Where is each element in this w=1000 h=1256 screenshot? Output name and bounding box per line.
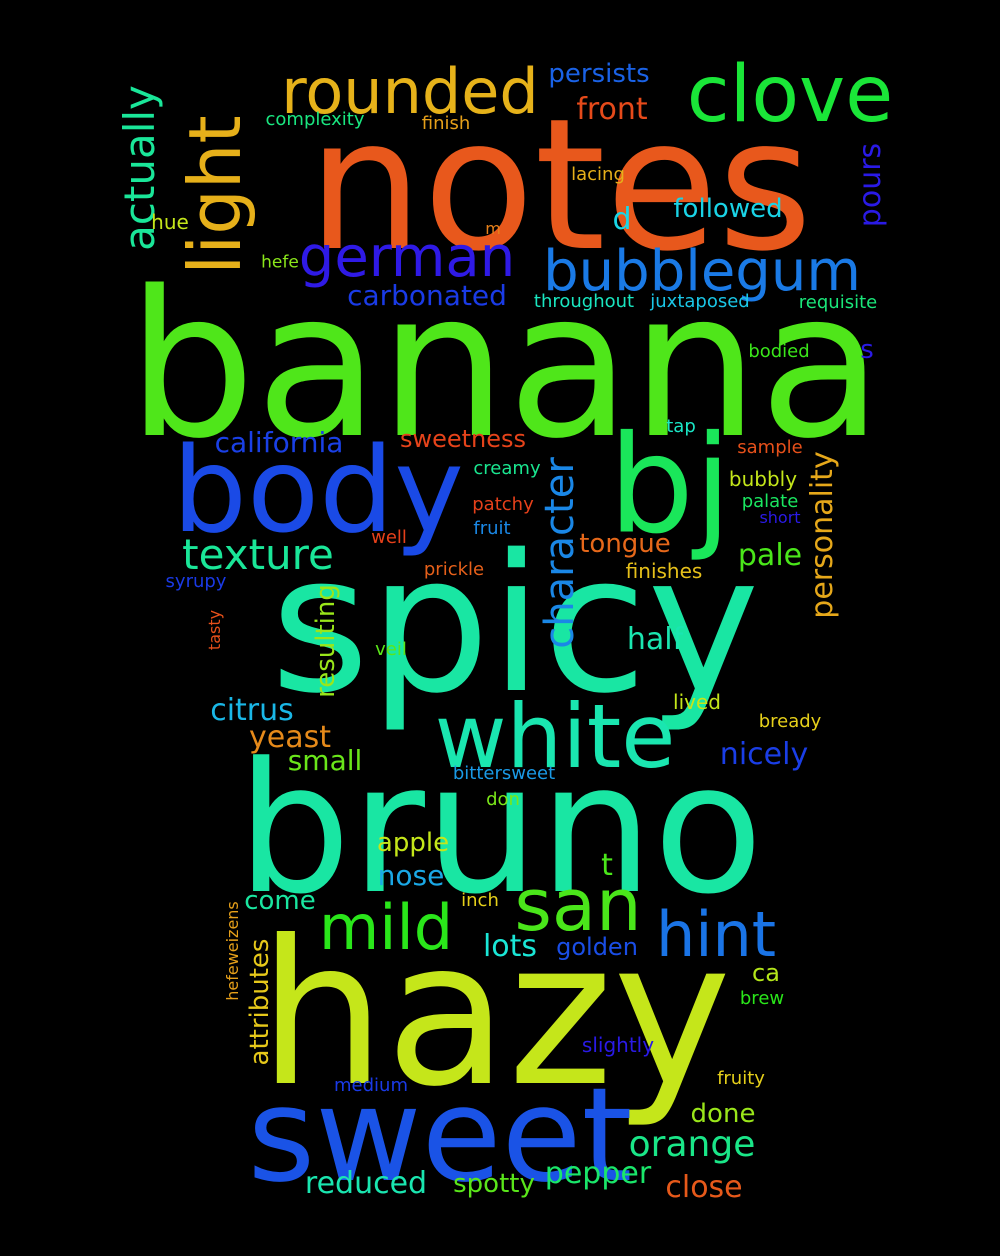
word-golden: golden <box>556 933 638 961</box>
word-lacing: lacing <box>571 164 625 185</box>
word-veil: veil <box>375 639 407 660</box>
word-brew: brew <box>739 988 785 1009</box>
word-spotty: spotty <box>453 1169 535 1199</box>
word-attributes: attributes <box>245 938 275 1066</box>
word-front: front <box>576 92 648 127</box>
word-reduced: reduced <box>304 1166 428 1201</box>
word-persists: persists <box>548 59 650 89</box>
word-hazy: hazy <box>258 898 732 1131</box>
word-bj: bj <box>608 406 732 564</box>
word-done: done <box>690 1099 756 1129</box>
word-close: close <box>665 1170 743 1205</box>
word-small: small <box>287 744 363 777</box>
word-d: d <box>612 202 632 237</box>
word-body: body <box>172 421 464 559</box>
word-german: german <box>298 225 516 290</box>
word-slightly: slightly <box>581 1033 655 1057</box>
word-banana: banana <box>127 247 883 483</box>
word-juxtaposed: juxtaposed <box>650 291 750 312</box>
word-medium: medium <box>334 1075 408 1096</box>
word-tongue: tongue <box>579 529 671 559</box>
word-white: white <box>434 685 676 788</box>
word-well: well <box>371 527 407 548</box>
word-san: san <box>514 863 642 947</box>
word-nose: nose <box>377 859 445 892</box>
word-requisite: requisite <box>798 292 878 313</box>
word-rounded: rounded <box>281 55 539 128</box>
word-followed: followed <box>673 194 783 224</box>
word-tap: tap <box>666 416 696 437</box>
word-texture: texture <box>182 530 334 579</box>
word-bruno: bruno <box>236 725 764 934</box>
word-ca: ca <box>752 959 780 987</box>
word-s: s <box>860 335 874 365</box>
word-hefe: hefe <box>261 252 299 273</box>
word-bubblegum: bubblegum <box>543 239 861 304</box>
word-patchy: patchy <box>472 494 534 515</box>
word-hint: hint <box>655 898 777 971</box>
word-resulting: resulting <box>311 584 341 698</box>
word-yeast: yeast <box>249 720 331 755</box>
word-t: t <box>601 848 613 883</box>
word-personality: personality <box>805 451 840 619</box>
word-tasty: tasty <box>205 609 224 651</box>
word-syrupy: syrupy <box>165 571 227 592</box>
word-finish: finish <box>421 113 471 134</box>
word-notes: notes <box>307 79 813 291</box>
word-sample: sample <box>737 437 803 458</box>
word-short: short <box>759 508 801 527</box>
word-spicy: spicy <box>270 514 760 735</box>
word-palate: palate <box>741 491 799 512</box>
word-pale: pale <box>737 538 803 573</box>
word-nicely: nicely <box>719 737 809 772</box>
word-half: half <box>626 622 684 657</box>
word-citrus: citrus <box>210 693 294 728</box>
word-complexity: complexity <box>265 109 365 130</box>
word-california: california <box>214 426 344 459</box>
word-mild: mild <box>318 891 454 964</box>
word-lots: lots <box>482 929 538 964</box>
word-don: don <box>486 789 520 810</box>
word-character: character <box>537 457 583 649</box>
word-bittersweet: bittersweet <box>452 763 556 784</box>
word-bodied: bodied <box>748 341 810 362</box>
word-lived: lived <box>673 690 721 714</box>
word-clove: clove <box>686 50 894 140</box>
word-creamy: creamy <box>473 458 541 479</box>
word-hue: hue <box>151 210 189 234</box>
word-prickle: prickle <box>423 559 485 580</box>
word-carbonated: carbonated <box>347 279 507 312</box>
word-bubbly: bubbly <box>728 467 798 491</box>
word-pours: pours <box>853 142 888 228</box>
word-hefeweizens: hefeweizens <box>223 901 242 1001</box>
word-m: m <box>485 219 501 238</box>
word-orange: orange <box>628 1124 756 1165</box>
word-fruit: fruit <box>473 518 511 539</box>
word-light: light <box>173 115 257 275</box>
word-finishes: finishes <box>625 559 703 583</box>
word-inch: inch <box>461 890 499 911</box>
word-fruity: fruity <box>717 1068 765 1089</box>
word-apple: apple <box>376 828 450 858</box>
word-throughout: throughout <box>533 291 635 312</box>
word-pepper: pepper <box>544 1156 652 1191</box>
word-come: come <box>244 886 316 916</box>
word-sweet: sweet <box>247 1059 633 1211</box>
word-bready: bready <box>758 711 822 732</box>
word-sweetness: sweetness <box>399 425 527 453</box>
